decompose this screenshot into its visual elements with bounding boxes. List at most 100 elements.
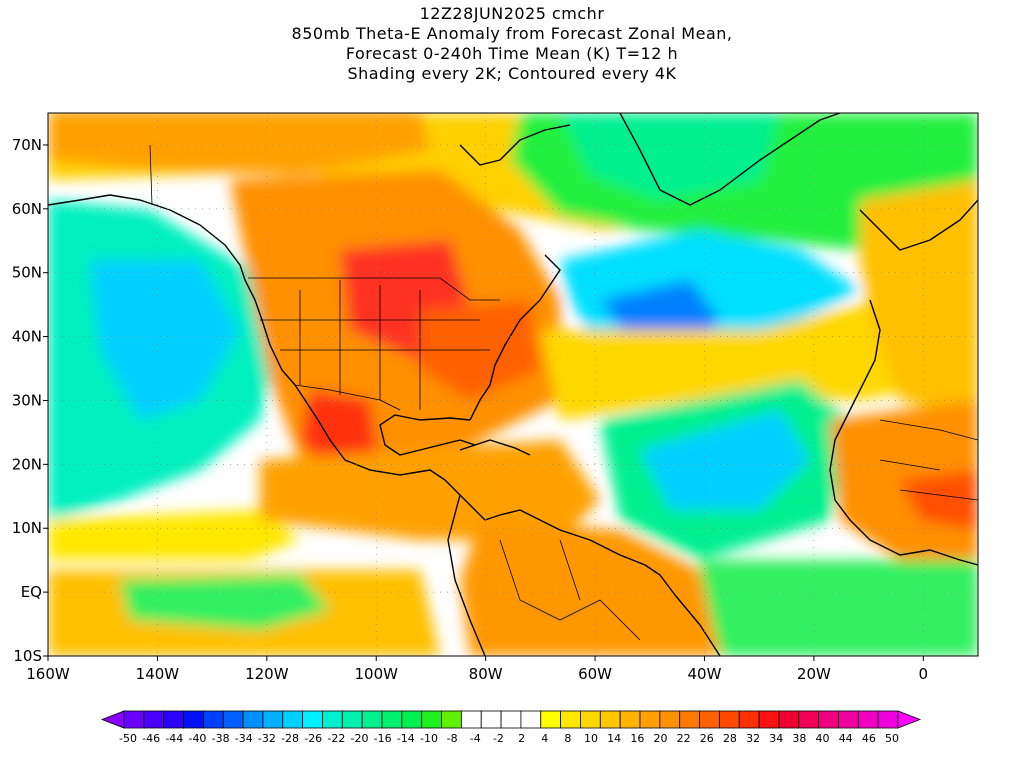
colorbar-label: -16 (374, 732, 392, 745)
y-tick-label: 50N (12, 264, 42, 282)
colorbar-swatch (143, 710, 165, 729)
east-coast (469, 254, 561, 421)
colorbar-swatch (619, 710, 641, 729)
colorbar-high-arrow (897, 710, 922, 729)
gulf-of-mexico-coast (379, 414, 476, 456)
colorbar-label: -46 (142, 732, 160, 745)
colorbar-swatch (322, 710, 343, 729)
colorbar-swatch (421, 710, 442, 729)
colorbar-swatch (718, 710, 740, 729)
cuba-coast (459, 439, 531, 456)
shade-greenland-teal (560, 113, 780, 200)
colorbar-label: -20 (351, 732, 369, 745)
shade-subtropical-atlantic (540, 260, 978, 420)
colorbar-swatch (183, 710, 204, 729)
colorbar-label: 40 (816, 732, 830, 745)
south-america-north-coast (484, 509, 721, 656)
colorbar-label: 10 (584, 732, 598, 745)
colorbar-label: -2 (493, 732, 504, 745)
colorbar-swatch (560, 710, 581, 729)
colorbar-swatch (381, 710, 403, 729)
y-axis: 10S EQ 10N 20N 30N 40N 50N 60N 70N (12, 136, 48, 665)
colorbar-label: 2 (518, 732, 525, 745)
colorbar-label: -26 (304, 732, 322, 745)
colorbar-swatch (580, 710, 601, 729)
colorbar-label: -32 (258, 732, 276, 745)
x-tick-label: 40W (688, 665, 722, 683)
colorbar-label: 32 (746, 732, 760, 745)
colorbar: -50 -46 -44 -40 -38 -34 -32 -28 -26 -22 -20 -16 -14-… (100, 710, 922, 745)
y-tick-label: 30N (12, 391, 42, 409)
shade-tropical-atlantic-core (640, 410, 810, 510)
shade-eastern-pacific-core (90, 260, 240, 420)
alaska-border (149, 144, 153, 206)
x-tick-label: 100W (355, 665, 399, 683)
colorbar-label: -22 (327, 732, 345, 745)
colorbar-swatch (163, 710, 184, 729)
colorbar-label: -4 (470, 732, 481, 745)
colorbar-label: 8 (564, 732, 571, 745)
colorbar-swatch (738, 710, 760, 729)
west-africa-coast (829, 299, 978, 566)
colorbar-label: -38 (212, 732, 230, 745)
colorbar-low-arrow (100, 710, 125, 729)
colorbar-swatch (460, 710, 482, 729)
colorbar-swatch (758, 710, 780, 729)
greenland-coast (619, 113, 841, 206)
x-tick-label: 140W (136, 665, 180, 683)
africa-borders (879, 419, 978, 501)
colorbar-label: 34 (769, 732, 783, 745)
south-america-borders (499, 539, 641, 641)
colorbar-label: -34 (235, 732, 253, 745)
shade-equatorial-pacific-green (120, 575, 330, 630)
coastlines (48, 113, 978, 656)
gridlines (48, 113, 978, 656)
colorbar-swatch (341, 710, 363, 729)
anomaly-map-area (48, 113, 978, 656)
colorbar-label: -50 (119, 732, 137, 745)
colorbar-swatch (441, 710, 462, 729)
colorbar-swatch (699, 710, 720, 729)
shade-west-africa (830, 400, 978, 600)
colorbar-label: 50 (885, 732, 899, 745)
colorbar-swatch (401, 710, 423, 729)
x-tick-label: 120W (245, 665, 289, 683)
colorbar-swatch (877, 710, 899, 729)
colorbar-swatch (838, 710, 859, 729)
shade-west-africa-core (900, 470, 978, 530)
us-mexico-border (294, 384, 401, 411)
title-line-3: Forecast 0-240h Time Mean (K) T=12 h (345, 44, 679, 63)
colorbar-label: -8 (447, 732, 458, 745)
west-coast (48, 194, 486, 521)
us-state-lines (260, 280, 490, 410)
colorbar-label: -44 (165, 732, 183, 745)
south-america-west-coast (447, 494, 486, 656)
y-tick-label: EQ (21, 583, 42, 601)
colorbar-swatch (262, 710, 284, 729)
us-canada-border (248, 277, 500, 301)
colorbar-swatch (222, 710, 244, 729)
shade-equatorial-atlantic (700, 560, 978, 656)
shade-north-pacific-warm (48, 113, 430, 175)
x-tick-label: 60W (578, 665, 612, 683)
colorbar-label: -10 (420, 732, 438, 745)
colorbar-swatch (361, 710, 383, 729)
shade-south-america (460, 520, 720, 656)
colorbar-label: 22 (677, 732, 691, 745)
map-frame (47, 112, 979, 657)
title-line-2: 850mb Theta-E Anomaly from Forecast Zona… (291, 24, 733, 43)
colorbar-swatch (679, 710, 700, 729)
colorbar-label: 28 (723, 732, 737, 745)
y-tick-label: 20N (12, 455, 42, 473)
colorbar-swatch (282, 710, 304, 729)
x-tick-label: 20W (797, 665, 831, 683)
colorbar-swatch (659, 710, 681, 729)
title-line-4: Shading every 2K; Contoured every 4K (347, 64, 677, 83)
x-axis: 160W 140W 120W 100W 80W 60W 40W 20W 0 (26, 656, 928, 683)
shade-northwest-atlantic-core (600, 280, 720, 345)
y-tick-label: 70N (12, 136, 42, 154)
colorbar-swatch (540, 710, 562, 729)
colorbar-swatch (599, 710, 621, 729)
x-tick-label: 0 (919, 665, 929, 683)
